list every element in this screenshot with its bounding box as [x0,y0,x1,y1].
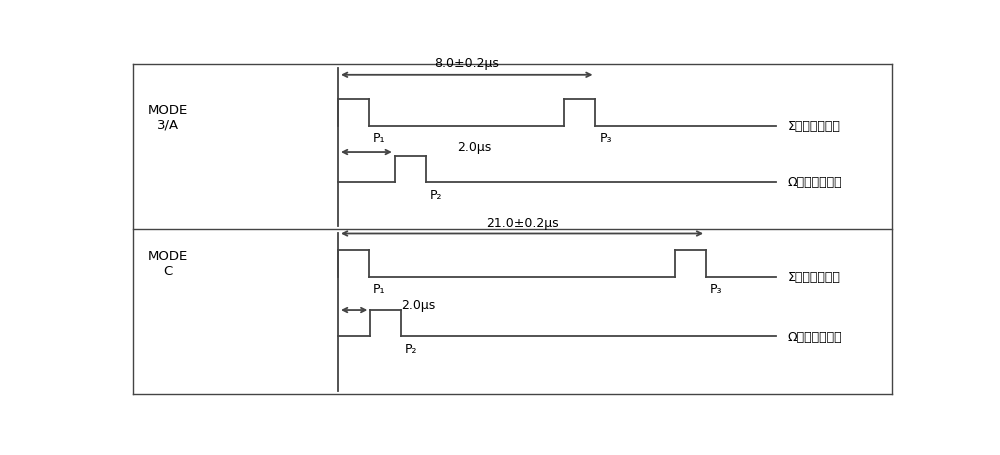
Text: P₂: P₂ [430,188,442,201]
Text: Ω天线发射信号: Ω天线发射信号 [788,330,842,343]
Text: 2.0μs: 2.0μs [401,298,435,312]
Text: 2.0μs: 2.0μs [457,141,491,154]
Text: 8.0±0.2μs: 8.0±0.2μs [434,57,499,70]
Text: P₂: P₂ [405,343,418,355]
Text: P₃: P₃ [710,283,722,296]
Text: Ω天线发射信号: Ω天线发射信号 [788,176,842,189]
Text: Σ天线发射信号: Σ天线发射信号 [788,120,840,133]
Text: 21.0±0.2μs: 21.0±0.2μs [486,216,558,229]
Text: P₁: P₁ [373,283,386,296]
Text: P₁: P₁ [373,132,386,145]
Text: MODE
3/A: MODE 3/A [148,104,188,131]
Text: P₃: P₃ [599,132,612,145]
Text: MODE
C: MODE C [148,249,188,277]
Text: Σ天线发射信号: Σ天线发射信号 [788,271,840,283]
